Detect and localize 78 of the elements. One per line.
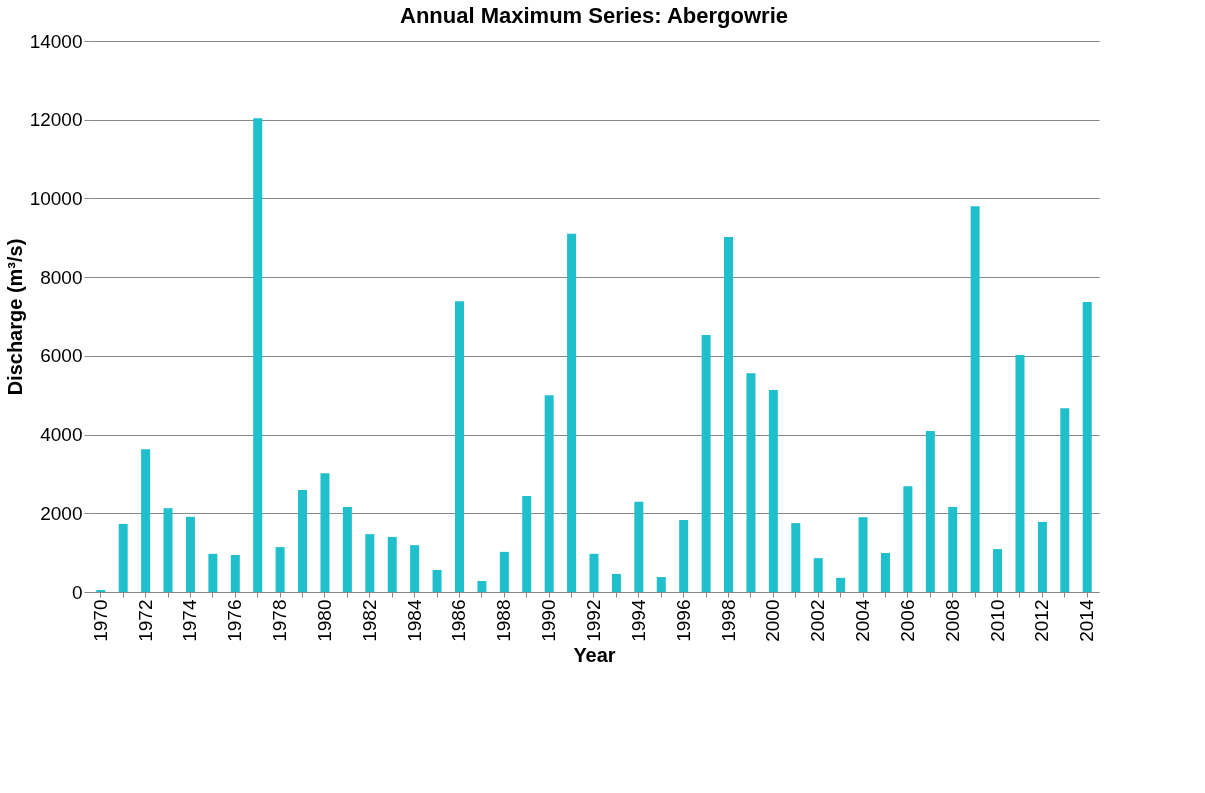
bar [320,473,330,592]
y-tick-label: 12000 [29,109,83,131]
bar [589,553,599,592]
x-tick-label: 1980 [313,599,335,642]
chart-title: Annual Maximum Series: Abergowrie [400,3,788,28]
y-tick-label: 0 [71,581,83,603]
x-tick-label: 2008 [941,599,963,642]
x-axis-title: Year [573,643,616,666]
bar [791,523,801,592]
bar [365,534,375,592]
y-tick-label: 8000 [40,266,83,288]
bar [522,495,532,592]
y-tick-label: 4000 [40,424,83,446]
bar [141,449,151,592]
bar [611,573,621,592]
bar [836,577,846,592]
bar [813,558,823,592]
x-tick-label: 1988 [493,599,515,642]
x-tick-label: 1970 [89,599,111,642]
bar [342,506,352,592]
bar [477,580,487,592]
bar [163,508,173,592]
bar [970,206,980,592]
bar [1037,521,1047,592]
y-axis-title: Discharge (m³/s) [3,238,26,396]
x-tick-label: 1984 [403,599,425,642]
bar [275,547,285,592]
x-tick-label: 1982 [358,599,380,642]
bar [634,501,644,592]
bar [746,373,756,592]
bar [118,523,128,592]
bar [880,553,890,592]
bar [701,335,711,592]
x-tick-label: 1990 [538,599,560,642]
x-tick-label: 2002 [807,599,829,642]
bar [925,431,935,592]
bar [454,301,464,592]
bar [253,118,263,592]
bar [432,569,442,592]
y-tick-label: 14000 [29,30,83,52]
y-tick-label: 2000 [40,502,83,524]
x-tick-label: 2014 [1076,599,1098,642]
x-tick-label: 2012 [1031,599,1053,642]
y-tick-label: 10000 [29,187,83,209]
x-tick-label: 2010 [986,599,1008,642]
bar [230,555,240,592]
x-tick-label: 1986 [448,599,470,642]
bar [1060,408,1070,592]
bar [499,551,509,592]
bar [1015,355,1025,592]
bar [208,553,218,592]
x-tick-label: 1992 [583,599,604,642]
bar [410,545,420,592]
x-tick-label: 1996 [672,599,694,642]
bar [679,519,689,592]
bar [724,237,734,592]
bar [544,395,554,592]
x-tick-label: 1994 [627,599,649,642]
bar [567,233,577,592]
y-tick-label: 6000 [40,345,83,367]
bar [948,506,958,592]
bar [768,390,778,592]
bar [656,577,666,592]
x-tick-label: 2006 [896,599,918,642]
x-tick-label: 2004 [852,599,874,642]
x-tick-label: 1972 [134,599,156,642]
bar [1082,301,1092,592]
bar [185,516,195,592]
x-tick-label: 1974 [179,599,201,642]
x-tick-label: 1976 [224,599,246,642]
x-tick-label: 2000 [762,599,784,642]
x-tick-label: 1998 [717,599,739,642]
x-tick-label: 1978 [269,599,291,642]
bar [298,490,308,592]
bar [858,517,868,592]
bar [387,536,397,592]
bar [993,549,1003,592]
bar [903,486,913,592]
